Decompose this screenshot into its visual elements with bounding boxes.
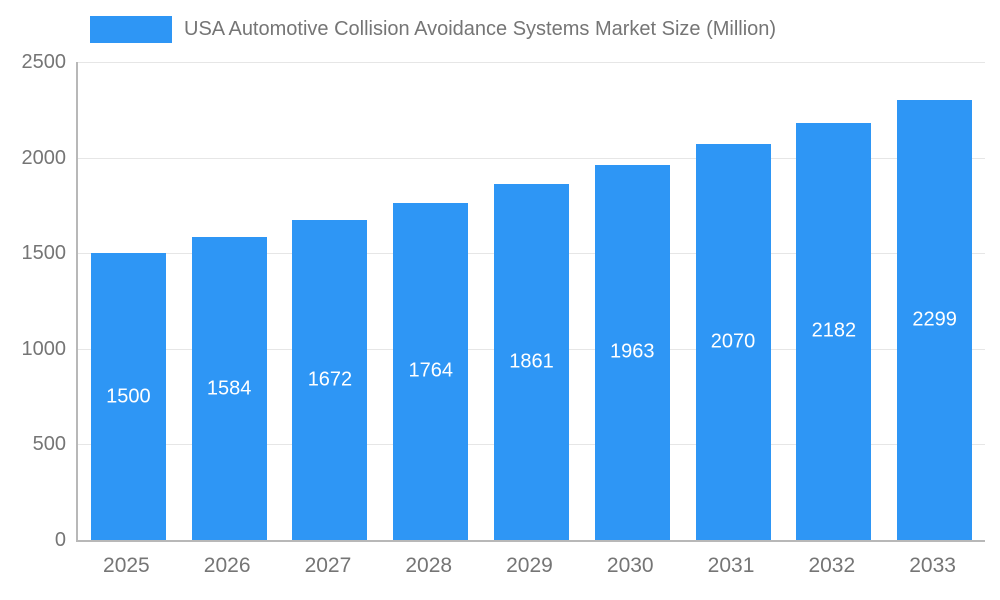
x-tick-label: 2033 bbox=[909, 554, 956, 577]
y-tick-label: 2500 bbox=[21, 51, 67, 73]
gridline bbox=[78, 62, 985, 63]
bar-value-label: 2299 bbox=[912, 308, 957, 331]
y-tick-label: 0 bbox=[54, 529, 66, 551]
chart-legend: USA Automotive Collision Avoidance Syste… bbox=[90, 14, 776, 44]
bar: 2070 bbox=[695, 144, 771, 540]
y-tick-label: 1000 bbox=[21, 337, 67, 360]
x-tick-label: 2025 bbox=[103, 554, 150, 577]
bar-value-label: 1584 bbox=[206, 377, 252, 400]
bar: 1764 bbox=[393, 202, 469, 540]
bar: 1584 bbox=[191, 237, 267, 540]
bar: 1963 bbox=[594, 164, 670, 540]
chart-title: USA Automotive Collision Avoidance Syste… bbox=[184, 17, 777, 40]
y-tick-label: 1500 bbox=[21, 242, 67, 265]
x-tick-label: 2026 bbox=[203, 554, 251, 577]
x-tick-label: 2030 bbox=[606, 554, 654, 577]
bar-value-label: 1764 bbox=[408, 359, 453, 382]
bar: 2182 bbox=[796, 122, 872, 540]
bar: 1861 bbox=[494, 184, 569, 540]
x-tick-label: 2032 bbox=[808, 554, 856, 577]
x-tick-label: 2028 bbox=[405, 554, 453, 577]
bar-value-label: 1963 bbox=[610, 340, 655, 363]
x-tick-label: 2029 bbox=[506, 554, 553, 577]
x-tick-label: 2027 bbox=[304, 554, 352, 577]
x-tick-label: 2031 bbox=[707, 554, 755, 577]
bar: 2299 bbox=[897, 100, 973, 540]
gridline bbox=[78, 157, 985, 159]
y-tick-label: 500 bbox=[32, 433, 66, 456]
bar: 1500 bbox=[90, 253, 166, 540]
bar-value-label: 1500 bbox=[106, 385, 151, 408]
bar-value-label: 2070 bbox=[710, 330, 756, 353]
legend-swatch bbox=[90, 15, 172, 43]
y-tick-label: 2000 bbox=[21, 146, 67, 169]
plot-area: 1500 1584 1672 1764 1861 1963 2070 2182 2299 bbox=[76, 62, 985, 542]
bar-value-label: 1861 bbox=[509, 350, 554, 373]
bar-value-label: 1672 bbox=[307, 368, 353, 391]
bar: 1672 bbox=[292, 220, 368, 540]
bar-value-label: 2182 bbox=[811, 319, 857, 342]
